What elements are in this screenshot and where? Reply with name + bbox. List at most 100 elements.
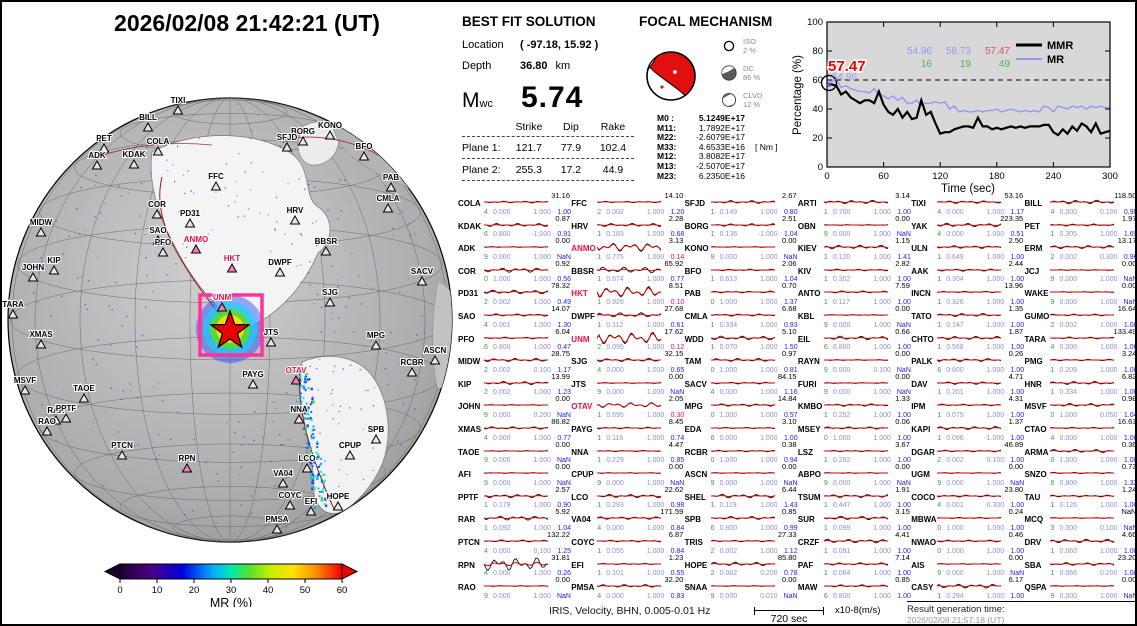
waveform-cell-cmla: CMLA 6.68 1 0.334 1.000 0.93 (685, 304, 798, 329)
station-code: AIS (911, 560, 925, 570)
waveform-cell-eda: EDA 3.10 6 0.000 1.000 1.00 (685, 417, 798, 442)
station-code: PMG (1024, 357, 1043, 367)
waveform-trace (823, 359, 888, 361)
max-amplitude: 0.00 (1121, 281, 1137, 291)
waveform-trace (710, 291, 775, 294)
station-code: TAU (1024, 492, 1041, 502)
focal-mechanism-title: FOCAL MECHANISM (639, 14, 773, 29)
max-amplitude: 2.82 (895, 258, 910, 268)
station-code: COCO (911, 492, 936, 502)
station-params: 6 0.800 1.000 1.00 (823, 592, 911, 600)
waveform-trace (484, 200, 549, 204)
station-code: BBSR (571, 266, 594, 276)
station-code: CRZF (797, 537, 820, 547)
max-amplitude: 85.80 (777, 552, 797, 562)
waveform-cell-pptf: PPTF 2.57 1 0.179 1.000 0.90 (458, 485, 571, 510)
station-code: PAB (684, 289, 701, 299)
station-code: HNR (1024, 379, 1042, 389)
map-station-coyc: COYC (277, 490, 303, 510)
waveform-trace (1050, 245, 1115, 250)
waveform-trace (823, 335, 889, 340)
svg-text:40: 40 (263, 585, 274, 596)
station-params: 1 0.092 1.000 1.04 (484, 524, 571, 532)
waveform-cell-dwpf: DWPF 27.68 1 0.112 1.000 0.61 (571, 304, 684, 329)
waveform-trace (484, 290, 549, 295)
waveform-trace (597, 266, 662, 273)
waveform-cell-msey: MSEY 0.06 0 1.000 1.000 1.00 (798, 417, 911, 442)
station-params: 1 0.136 -1.000 1.04 (710, 231, 798, 239)
max-amplitude: 31.81 (551, 552, 570, 562)
station-code: SNAA (684, 583, 708, 593)
station-params: 1 0.096 -1.000 1.00 (937, 434, 1025, 442)
station-code: COLA (458, 199, 481, 208)
waveform-trace (1050, 538, 1115, 544)
waveform-trace (937, 312, 1002, 317)
svg-text:RAO: RAO (38, 417, 56, 426)
waveform-cell-otav: OTAV 2.05 1 0.695 1.000 0.30 (571, 394, 684, 419)
max-amplitude: 6.17 (1008, 575, 1024, 585)
svg-text:PD31: PD31 (180, 209, 201, 218)
station-code: MSVF (1024, 402, 1047, 412)
station-code: DAV (911, 379, 928, 389)
waveform-trace (937, 335, 1002, 340)
station-code: AAK (911, 266, 929, 276)
station-params: 1 0.055 1.000 0.84 (597, 547, 685, 555)
max-amplitude: 132.22 (547, 529, 570, 539)
waveform-trace (484, 449, 549, 452)
svg-text:30: 30 (226, 585, 237, 596)
max-amplitude: 0.00 (555, 394, 570, 404)
map-station-midw: MIDW (29, 217, 54, 237)
map-station-cpup: CPUP (338, 440, 363, 460)
max-amplitude: 0.00 (555, 236, 570, 246)
waveform-trace (823, 290, 889, 294)
station-code: PTCN (458, 537, 480, 547)
waveform-trace (710, 381, 775, 385)
station-code: INCN (911, 289, 931, 299)
waveform-trace (484, 539, 549, 543)
max-amplitude: 22.62 (664, 484, 684, 494)
max-amplitude: 1.97 (1121, 213, 1137, 223)
waveform-trace (937, 200, 1002, 204)
station-code: UNM (571, 334, 590, 344)
station-params: 1 0.149 1.000 0.80 (710, 208, 798, 216)
waveform-trace (1050, 359, 1115, 362)
moment-tensor-list: M0 :5.1249E+17 M11: 1.7892E+17 M22: -2.6079E… (657, 113, 817, 181)
station-params: 4 0.000 0.100 1.25 (484, 547, 571, 555)
max-amplitude: 0.24 (1008, 507, 1024, 517)
waveform-cell-kip: KIP 13.99 2 0.002 1.000 1.23 (458, 372, 571, 397)
waveform-cell-adk: ADK 0.00 9 0.000 1.000 NaN (458, 236, 571, 261)
amplitude-units-label: x10-8(m/s) (835, 605, 881, 616)
max-amplitude: 32.15 (664, 349, 684, 359)
station-params: 6 0.800 1.000 0.99 (710, 524, 798, 532)
station-params: 9 0.000 1.000 NaN (1050, 276, 1137, 284)
max-amplitude: 3.13 (668, 236, 684, 246)
waveform-trace (710, 335, 775, 340)
waveform-cell-xmas: XMAS 86.82 4 0.000 1.000 0.77 (458, 417, 571, 442)
waveform-cell-va04: VA04 171.59 4 0.000 1.000 0.84 (571, 507, 684, 532)
station-code: PALK (911, 357, 933, 367)
waveform-cell-rar: RAR 5.92 1 0.092 1.000 1.04 (458, 507, 571, 532)
svg-text:PMSA: PMSA (265, 515, 288, 524)
map-station-otav: OTAV (284, 365, 308, 385)
station-params: 1 0.292 1.000 1.00 (823, 457, 911, 465)
waveform-cell-sba: SBA 23.20 1 0.066 0.200 1.00 (1024, 553, 1135, 578)
waveform-cell-eil: EIL 0.66 6 0.800 1.000 1.00 (798, 327, 911, 352)
waveform-trace (1050, 561, 1115, 566)
location-value: ( -97.18, 15.92 ) (520, 39, 599, 51)
max-amplitude: 8.45 (668, 416, 684, 426)
max-amplitude: 0.00 (895, 371, 910, 381)
station-code: OBN (797, 221, 816, 231)
waveform-cell-rao: RAO 0.00 9 0.000 1.000 NaN (458, 575, 571, 600)
station-params: 9 0.000 1.000 NaN (484, 457, 571, 465)
time-scalebar (754, 607, 825, 615)
dc-icon (721, 65, 737, 81)
station-code: ANMO (571, 244, 596, 254)
max-amplitude: 2.51 (781, 213, 797, 223)
waveform-trace (597, 402, 662, 409)
waveform-trace (1050, 472, 1115, 475)
svg-text:SJG: SJG (322, 288, 338, 297)
waveform-trace (484, 472, 549, 474)
station-code: MIDW (458, 357, 481, 367)
waveform-cell-pet: PET 1.97 1 0.305 1.000 1.69 (1024, 213, 1137, 239)
svg-text:MIDW: MIDW (30, 218, 53, 227)
